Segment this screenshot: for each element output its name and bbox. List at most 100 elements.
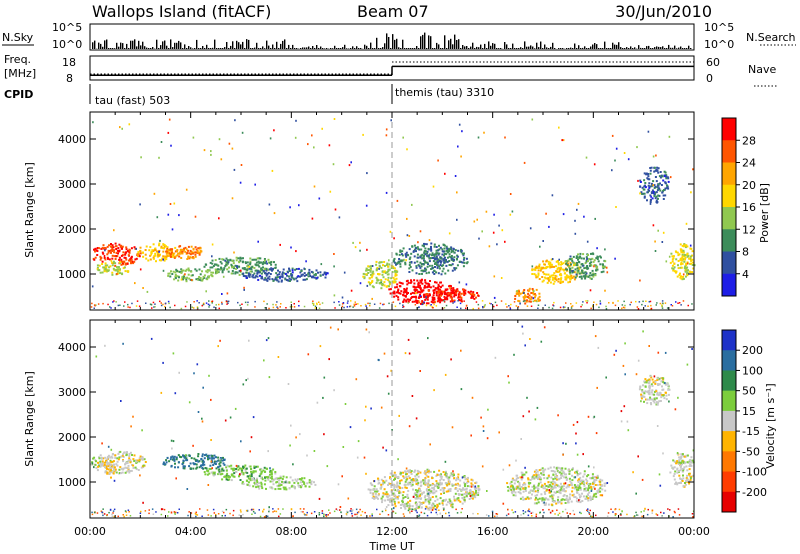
power-cell — [280, 280, 283, 283]
power-cell — [176, 254, 179, 257]
power-cell — [413, 295, 415, 298]
velocity-cell — [182, 461, 185, 464]
power-cell — [209, 261, 212, 264]
power-cell — [424, 267, 426, 270]
power-cell — [461, 252, 464, 255]
nsky-bar — [638, 45, 640, 49]
power-scatter-point — [692, 168, 694, 171]
velocity-cell — [475, 489, 477, 492]
power-cell — [186, 258, 189, 260]
nsky-bar — [304, 47, 306, 49]
power-cell — [575, 257, 578, 259]
velocity-cell — [128, 457, 131, 460]
velocity-cell — [545, 497, 547, 500]
velocity-cell — [114, 456, 117, 459]
power-cell — [553, 280, 556, 283]
power-cell — [149, 246, 152, 249]
velocity-cell — [516, 486, 519, 489]
power-cell — [417, 282, 420, 285]
power-cell — [453, 267, 456, 270]
power-cell — [666, 184, 668, 187]
power-cell — [411, 291, 414, 294]
power-scatter-point — [639, 192, 641, 195]
power-cell — [261, 268, 264, 271]
power-cell — [678, 274, 681, 277]
power-cell — [411, 245, 414, 248]
velocity-cell — [467, 492, 470, 495]
power-cell — [112, 267, 115, 270]
velocity-cell — [133, 454, 136, 457]
velocity-cell — [681, 453, 684, 456]
power-cell — [266, 279, 269, 282]
power-cell — [282, 268, 285, 271]
power-cell — [119, 261, 122, 264]
velocity-cell — [471, 497, 474, 500]
power-cell — [691, 271, 694, 274]
velocity-cell — [675, 462, 678, 465]
power-cell — [165, 250, 168, 253]
velocity-cell — [588, 497, 591, 500]
velocity-cell — [131, 464, 133, 466]
power-scatter-point — [91, 285, 94, 288]
power-cell — [523, 289, 526, 291]
power-cell — [267, 258, 270, 261]
power-cell — [433, 273, 436, 275]
power-cell — [194, 251, 197, 254]
power-near-range-point — [93, 307, 95, 309]
power-scatter-point — [611, 134, 614, 137]
power-cell — [560, 267, 563, 270]
power-cell — [445, 293, 448, 296]
velocity-cell — [132, 466, 135, 469]
power-near-range-point — [154, 306, 156, 308]
velocity-cell — [397, 495, 400, 497]
velocity-cell — [412, 488, 414, 491]
velocity-cell — [676, 483, 679, 486]
power-cell — [397, 298, 400, 301]
power-cell — [305, 278, 308, 281]
power-cell — [414, 295, 417, 298]
power-cell — [179, 248, 182, 251]
velocity-cell — [277, 487, 280, 490]
nsky-bar — [326, 48, 328, 49]
velocity-cell — [119, 450, 122, 453]
power-cell — [111, 244, 114, 247]
power-cell — [438, 297, 441, 299]
velocity-cell — [116, 460, 119, 463]
power-cell — [376, 278, 379, 281]
power-cell — [101, 271, 104, 274]
power-cell — [121, 262, 124, 265]
power-scatter-point — [226, 292, 229, 295]
power-scatter-point — [354, 246, 357, 249]
power-cell — [212, 271, 214, 274]
power-cell — [114, 242, 117, 245]
power-cell — [158, 259, 161, 262]
velocity-cell — [408, 471, 411, 474]
velocity-cell — [682, 468, 685, 470]
power-cell — [544, 263, 546, 266]
velocity-cell — [398, 492, 401, 495]
power-near-range-point — [655, 304, 657, 306]
velocity-cell — [541, 473, 544, 476]
power-cell — [671, 267, 674, 270]
power-cell — [173, 255, 176, 258]
velocity-cell — [99, 465, 102, 468]
power-cell — [256, 269, 259, 272]
power-cell — [278, 271, 281, 274]
nsky-bar — [330, 48, 332, 49]
power-cell — [257, 257, 260, 260]
power-cell — [255, 269, 258, 272]
nsky-bar — [324, 48, 326, 49]
power-near-range-point — [314, 305, 317, 308]
power-near-range-point — [343, 306, 345, 309]
power-cell — [414, 247, 417, 250]
velocity-cell — [164, 463, 167, 466]
power-cell — [693, 264, 696, 267]
power-cell — [452, 299, 455, 302]
velocity-cell — [470, 491, 473, 494]
power-cell — [443, 290, 446, 293]
nsky-bar — [670, 47, 672, 49]
power-scatter-point — [218, 138, 221, 141]
power-near-range-point — [382, 303, 384, 306]
nsky-tick-bottom: 10^0 — [52, 38, 82, 51]
power-scatter-point — [332, 163, 335, 166]
